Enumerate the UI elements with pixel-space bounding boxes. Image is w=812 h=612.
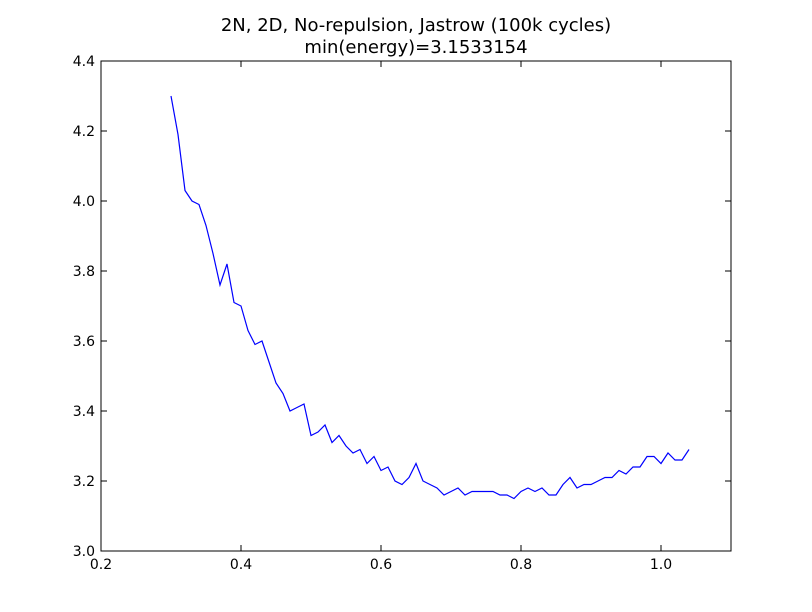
energy-series-line xyxy=(170,95,690,500)
x-tick-label: 0.2 xyxy=(90,557,112,573)
y-tick-label: 4.0 xyxy=(73,194,95,210)
x-tick-label: 0.6 xyxy=(370,557,392,573)
y-axis: 3.0 3.2 3.4 3.6 3.8 4.0 4.2 4.4 xyxy=(73,54,731,560)
y-tick-label: 3.2 xyxy=(73,474,95,490)
y-tick-label: 3.4 xyxy=(73,404,95,420)
plot-area xyxy=(100,60,732,552)
y-tick-label: 3.6 xyxy=(73,334,95,350)
chart-subtitle: min(energy)=3.1533154 xyxy=(304,37,527,58)
chart-title: 2N, 2D, No-repulsion, Jastrow (100k cycl… xyxy=(221,15,611,36)
y-tick-label: 4.4 xyxy=(73,54,95,70)
x-tick-label: 0.4 xyxy=(230,557,252,573)
x-tick-label: 1.0 xyxy=(650,557,672,573)
x-axis: 0.2 0.4 0.6 0.8 1.0 xyxy=(90,61,672,573)
y-tick-label: 3.0 xyxy=(73,544,95,560)
y-tick-label: 3.8 xyxy=(73,264,95,280)
y-tick-label: 4.2 xyxy=(73,124,95,140)
x-tick-label: 0.8 xyxy=(510,557,532,573)
series-layer xyxy=(170,95,690,500)
